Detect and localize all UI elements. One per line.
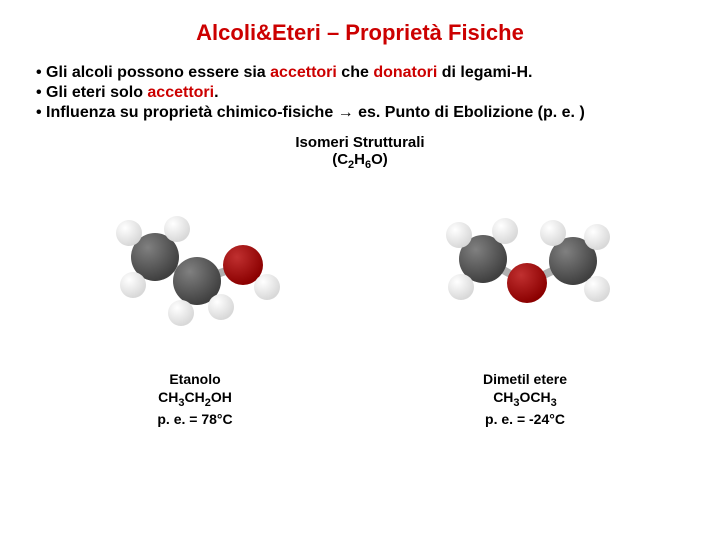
donatori: donatori <box>373 64 437 81</box>
isomer-subtitle: Isomeri Strutturali (C2H6O) <box>30 134 690 171</box>
bullet-list: Gli alcoli possono essere sia accettori … <box>30 64 690 122</box>
dme-caption: Dimetil etere CH3OCH3 p. e. = -24°C <box>385 370 665 428</box>
arrow-icon: → <box>338 104 354 121</box>
ethanol-box: Etanolo CH3CH2OH p. e. = 78°C <box>55 179 335 428</box>
ethanol-caption: Etanolo CH3CH2OH p. e. = 78°C <box>55 370 335 428</box>
dme-box: Dimetil etere CH3OCH3 p. e. = -24°C <box>385 179 665 428</box>
accettori-1: accettori <box>270 64 337 81</box>
molecule-row: Etanolo CH3CH2OH p. e. = 78°C <box>30 179 690 428</box>
page-title: Alcoli&Eteri – Proprietà Fisiche <box>30 20 690 46</box>
bullet-3: Influenza su proprietà chimico-fisiche →… <box>36 104 690 122</box>
bullet-2: Gli eteri solo accettori. <box>36 84 690 102</box>
ethanol-model <box>85 179 305 359</box>
accettori-2: accettori <box>147 84 214 101</box>
bullet-1: Gli alcoli possono essere sia accettori … <box>36 64 690 82</box>
dme-model <box>415 179 635 359</box>
